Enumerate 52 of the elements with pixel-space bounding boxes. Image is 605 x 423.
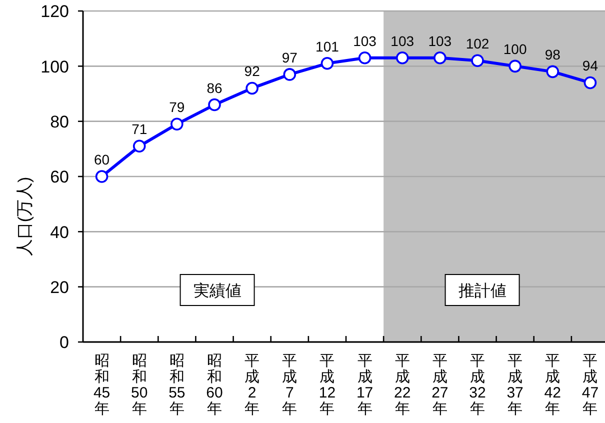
point xyxy=(508,60,522,73)
x-tick-label: 平成27年 xyxy=(432,352,448,418)
data-label: 94 xyxy=(582,58,598,74)
data-label: 71 xyxy=(132,121,148,138)
y-axis-title: 人口(万人) xyxy=(15,176,34,256)
data-label: 98 xyxy=(544,46,561,63)
x-tick-label: 昭和60年 xyxy=(206,352,223,418)
point xyxy=(396,51,409,64)
x-tick-label: 昭和45年 xyxy=(93,352,110,418)
point xyxy=(434,51,446,64)
data-label: 60 xyxy=(94,152,110,168)
data-label: 97 xyxy=(282,49,298,66)
data-label: 86 xyxy=(206,80,222,96)
y-tick-label: 100 xyxy=(40,57,69,76)
point xyxy=(358,51,372,64)
point xyxy=(208,98,221,112)
data-label: 102 xyxy=(466,36,490,52)
data-label: 92 xyxy=(244,63,260,80)
y-tick-label: 60 xyxy=(50,168,69,187)
data-label: 79 xyxy=(169,99,185,116)
data-label: 101 xyxy=(316,38,340,54)
point xyxy=(320,57,334,70)
x-tick-label: 平成2年 xyxy=(244,352,260,418)
x-tick-label: 平成22年 xyxy=(394,352,411,418)
point xyxy=(546,65,560,78)
point xyxy=(132,140,146,153)
band-label: 推計値 xyxy=(458,282,506,300)
x-tick-label: 平成7年 xyxy=(282,352,298,418)
y-tick-label: 80 xyxy=(50,112,69,132)
point xyxy=(584,76,597,90)
y-tick-label: 120 xyxy=(40,2,69,22)
x-tick-label: 昭和50年 xyxy=(131,352,148,418)
point xyxy=(471,54,484,68)
point xyxy=(283,68,296,81)
point xyxy=(95,170,108,183)
x-tick-label: 平成17年 xyxy=(356,352,374,418)
x-tick-label: 昭和55年 xyxy=(168,352,186,418)
x-tick-label: 平成47年 xyxy=(582,352,599,418)
y-tick-label: 20 xyxy=(50,278,69,297)
x-tick-label: 平成12年 xyxy=(318,352,336,418)
point xyxy=(246,82,258,95)
data-label: 103 xyxy=(353,32,377,49)
y-tick-label: 40 xyxy=(50,222,69,242)
data-label: 100 xyxy=(503,41,527,58)
annotation: 実績値 xyxy=(193,282,242,300)
data-label: 103 xyxy=(428,32,452,49)
data-label: 103 xyxy=(390,32,414,49)
x-tick-label: 平成42年 xyxy=(544,352,561,418)
x-tick-label: 平成32年 xyxy=(469,352,486,418)
point xyxy=(170,118,184,130)
y-tick-label: 0 xyxy=(60,333,69,352)
x-tick-label: 平成37年 xyxy=(506,352,524,418)
